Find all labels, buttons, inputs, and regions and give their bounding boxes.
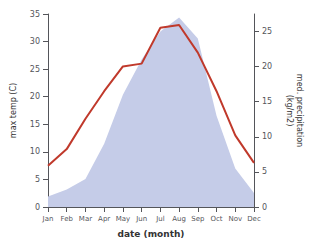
svg-text:date (month): date (month) bbox=[118, 229, 185, 239]
svg-text:10: 10 bbox=[30, 147, 40, 156]
svg-text:med. precipitation: med. precipitation bbox=[295, 74, 304, 147]
svg-text:35: 35 bbox=[30, 10, 40, 19]
svg-text:Sep: Sep bbox=[191, 215, 205, 223]
svg-text:Mar: Mar bbox=[79, 215, 92, 223]
svg-text:Jun: Jun bbox=[135, 215, 147, 223]
svg-text:0: 0 bbox=[35, 203, 40, 212]
svg-text:10: 10 bbox=[262, 132, 272, 141]
svg-text:Feb: Feb bbox=[61, 215, 74, 223]
svg-text:Nov: Nov bbox=[228, 215, 242, 223]
svg-text:Jul: Jul bbox=[155, 215, 165, 223]
svg-text:20: 20 bbox=[30, 92, 40, 101]
svg-text:15: 15 bbox=[30, 120, 40, 129]
svg-text:25: 25 bbox=[262, 27, 272, 36]
svg-text:20: 20 bbox=[262, 62, 272, 71]
svg-text:Oct: Oct bbox=[210, 215, 222, 223]
svg-text:May: May bbox=[116, 215, 130, 223]
svg-text:Aug: Aug bbox=[172, 215, 186, 223]
svg-text:(kg/m2): (kg/m2) bbox=[285, 95, 294, 127]
svg-text:15: 15 bbox=[262, 97, 272, 106]
svg-text:5: 5 bbox=[35, 175, 40, 184]
svg-text:25: 25 bbox=[30, 65, 40, 74]
svg-text:5: 5 bbox=[262, 167, 267, 176]
svg-text:Apr: Apr bbox=[98, 215, 110, 223]
svg-text:max temp (C): max temp (C) bbox=[9, 83, 18, 138]
svg-text:Jan: Jan bbox=[42, 215, 54, 223]
svg-text:30: 30 bbox=[30, 37, 40, 46]
svg-text:Dec: Dec bbox=[247, 215, 261, 223]
svg-text:0: 0 bbox=[262, 203, 267, 212]
